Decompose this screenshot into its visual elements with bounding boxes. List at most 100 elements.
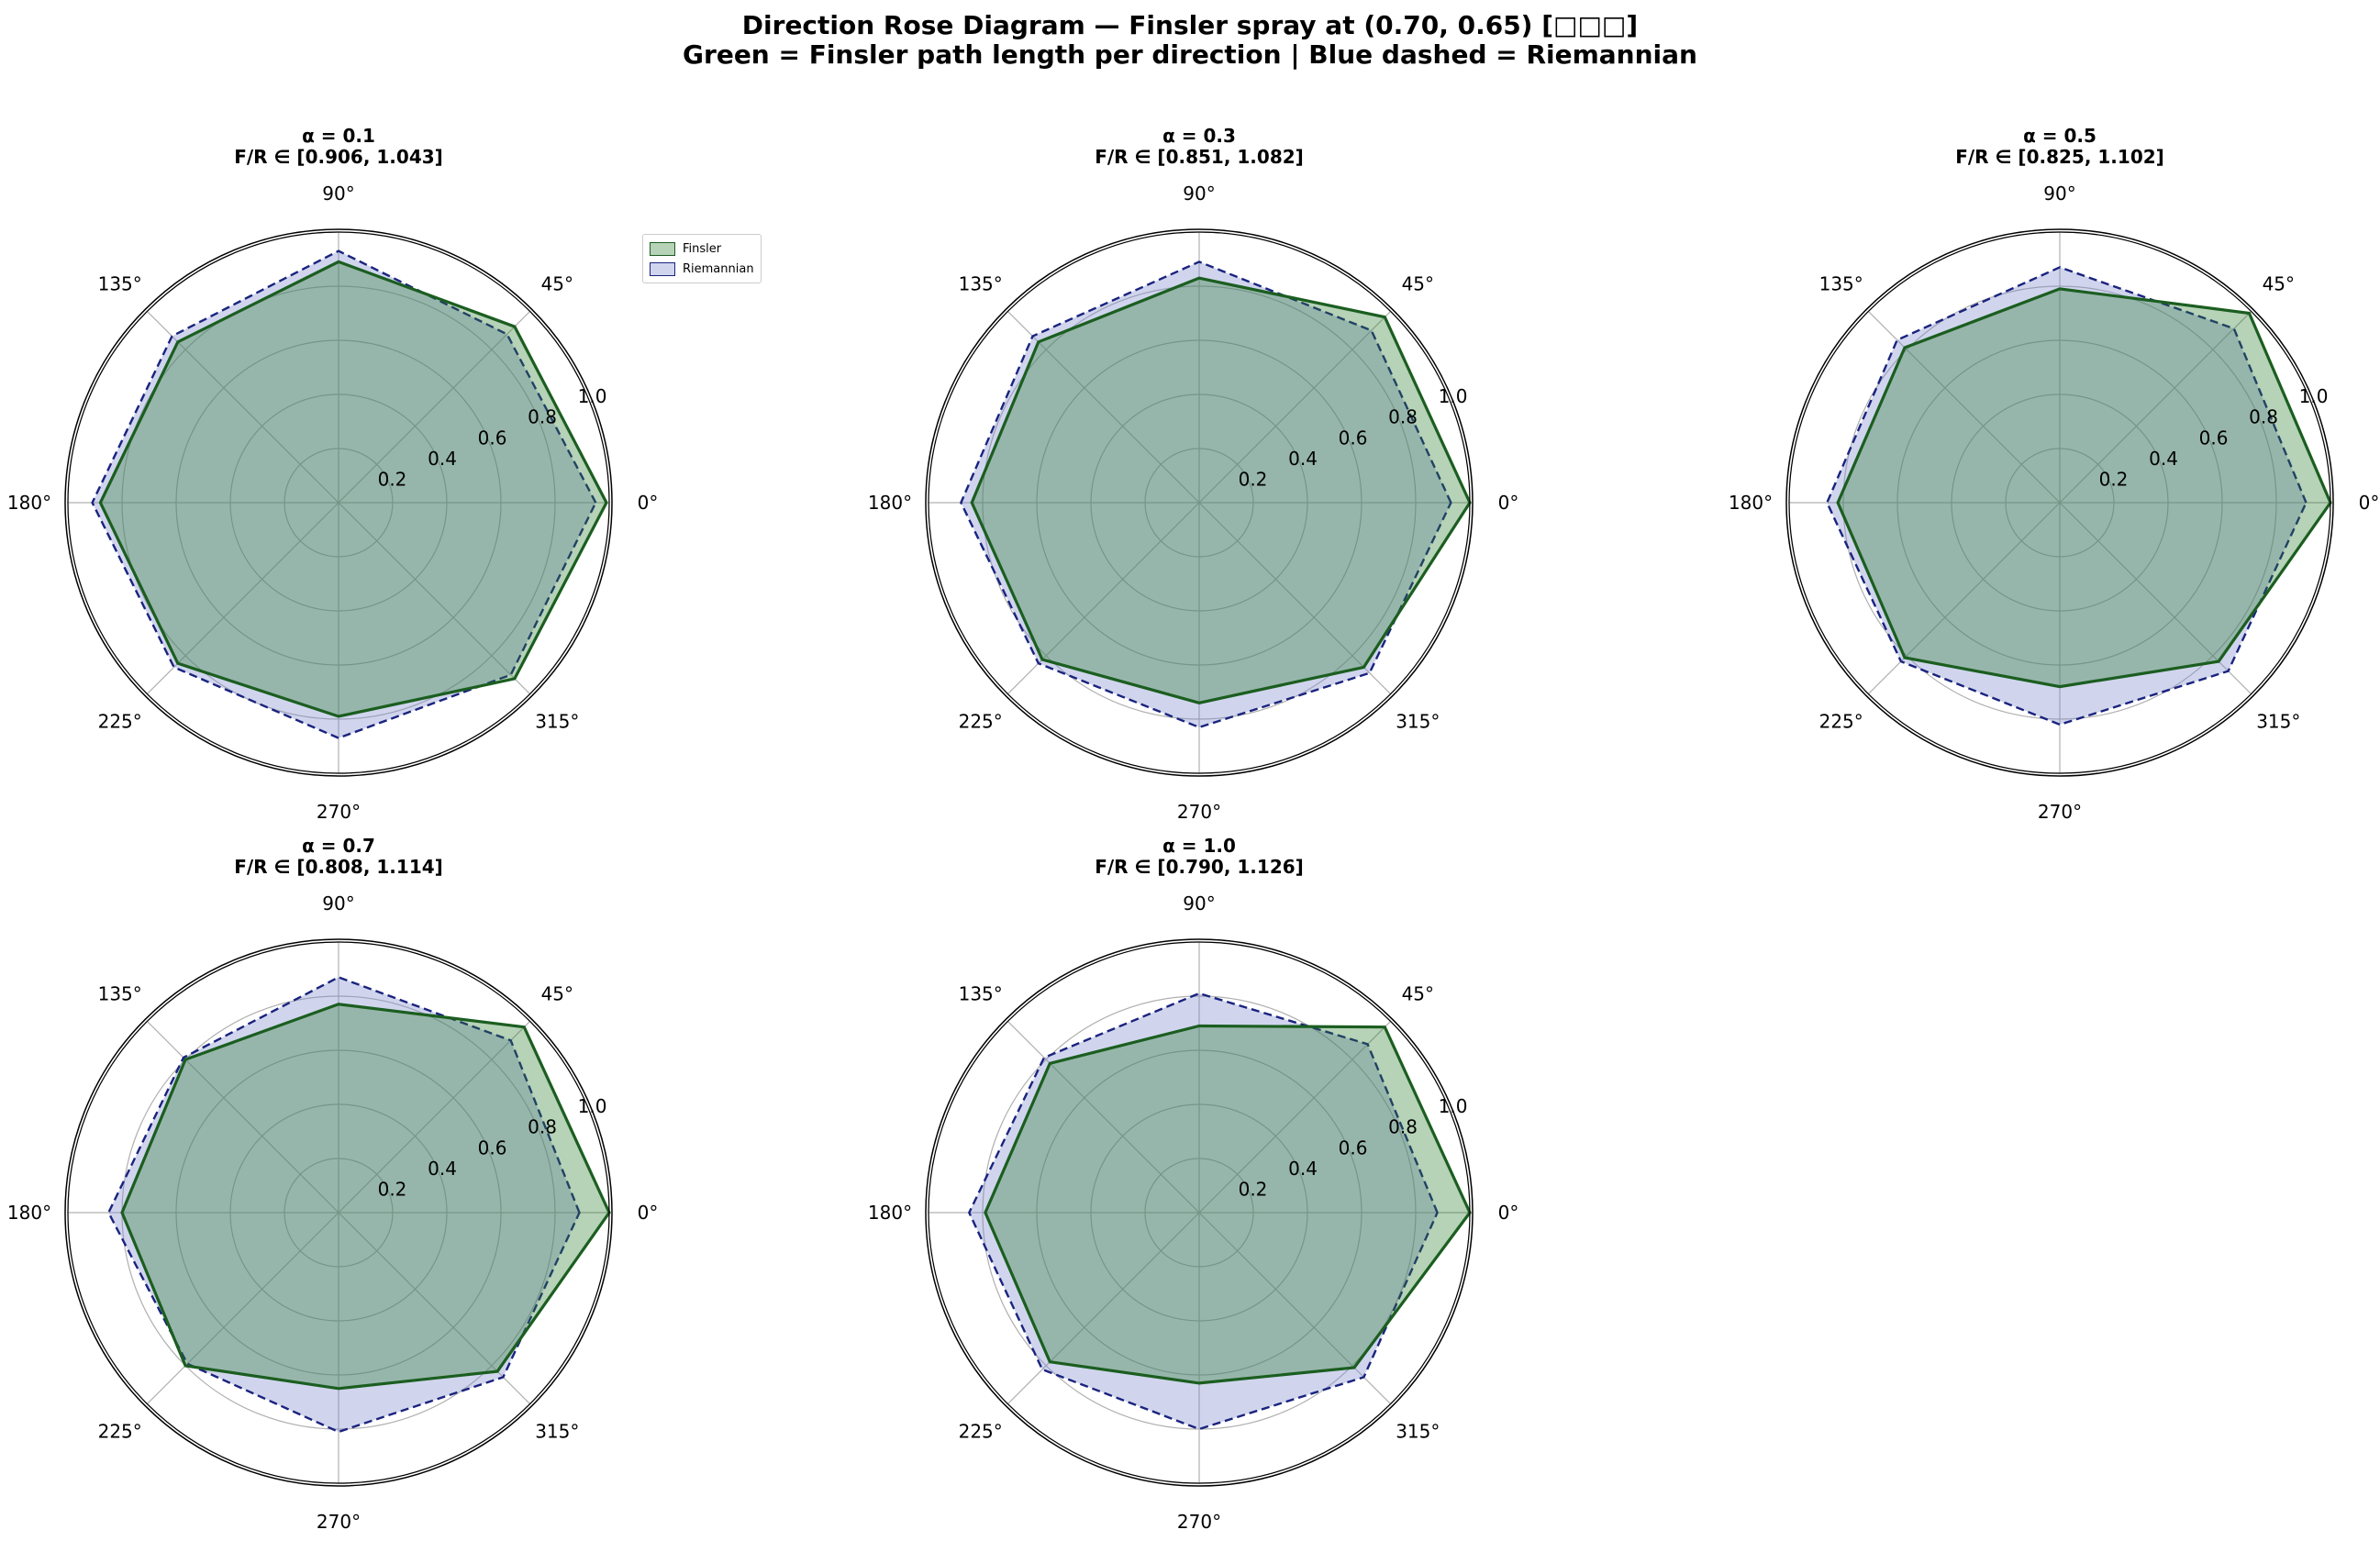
riemannian-series-area	[91, 249, 597, 739]
theta-tick-label: 270°	[317, 1511, 361, 1533]
polar-spine-inner	[928, 231, 1471, 774]
theta-tick-label: 90°	[322, 183, 354, 205]
theta-tick-label: 135°	[98, 983, 142, 1005]
legend: Finsler Riemannian	[642, 234, 762, 283]
polar-spine-inner	[1788, 231, 2331, 774]
theta-tick-label: 225°	[1819, 710, 1863, 732]
subplot-subtitle: F/R ∈ [0.790, 1.126]	[1095, 856, 1304, 878]
r-tick-label: 0.6	[2199, 427, 2229, 449]
subplot-title: α = 0.7	[302, 835, 375, 857]
legend-item-riemannian: Riemannian	[650, 259, 754, 279]
polar-chart: 0° 45° 90° 135° 180° 225° 270° 315° 0.2 0.4 0.6 0.8…	[1729, 183, 2380, 823]
theta-tick-label: 225°	[98, 710, 142, 732]
angular-gridline	[1006, 310, 1200, 504]
r-tick-label: 0.8	[528, 1116, 557, 1138]
figure-subtitle: Green = Finsler path length per directio…	[683, 39, 1697, 70]
angular-gridline	[146, 1020, 339, 1214]
subplot-subtitle: F/R ∈ [0.906, 1.043]	[234, 146, 443, 168]
r-tick-label: 0.8	[1388, 1116, 1418, 1138]
theta-tick-label: 0°	[1498, 492, 1519, 514]
subplot-subtitle: F/R ∈ [0.851, 1.082]	[1095, 146, 1304, 168]
angular-gridline	[1006, 1020, 1200, 1214]
theta-tick-label: 90°	[1183, 183, 1215, 205]
r-tick-label: 0.4	[2149, 448, 2178, 470]
polar-spine-outer	[925, 938, 1474, 1487]
finsler-series-area	[120, 1003, 611, 1391]
subplot-title: α = 0.3	[1162, 125, 1236, 147]
subplot-title: α = 0.1	[302, 125, 375, 147]
theta-tick-label: 225°	[98, 1420, 142, 1442]
angular-gridline	[1006, 1212, 1200, 1405]
rose-subplot-2: α = 0.3 F/R ∈ [0.851, 1.082] 0° 45° 90° 135…	[832, 117, 1566, 842]
legend-swatch-riemannian	[650, 261, 675, 276]
polar-spine-outer	[1785, 228, 2334, 777]
theta-tick-label: 90°	[2043, 183, 2075, 205]
r-tick-label: 0.2	[378, 1178, 407, 1200]
polar-spine-inner	[67, 231, 610, 774]
polar-spine-outer	[925, 228, 1474, 777]
r-tick-label: 0.4	[428, 448, 457, 470]
angular-gridline	[1867, 310, 2061, 504]
theta-tick-label: 135°	[959, 273, 1003, 295]
theta-tick-label: 315°	[2256, 710, 2300, 732]
figure-title: Direction Rose Diagram — Finsler spray a…	[741, 10, 1639, 40]
theta-tick-label: 0°	[2359, 492, 2380, 514]
r-tick-label: 0.8	[528, 406, 557, 428]
rose-subplot-4: α = 0.7 F/R ∈ [0.808, 1.114] 0° 45° 90° 135…	[0, 827, 706, 1552]
theta-tick-label: 270°	[317, 801, 361, 823]
theta-tick-label: 45°	[1402, 273, 1434, 295]
rose-subplot-5: α = 1.0 F/R ∈ [0.790, 1.126] 0° 45° 90° 135…	[832, 827, 1566, 1552]
finsler-series-area	[984, 1024, 1472, 1385]
polar-grid	[928, 941, 1471, 1484]
theta-tick-label: 180°	[7, 1202, 51, 1224]
theta-tick-label: 90°	[1183, 892, 1215, 915]
theta-tick-label: 45°	[541, 983, 573, 1005]
r-tick-label: 0.2	[1239, 468, 1268, 490]
rose-subplot-1: α = 0.1 F/R ∈ [0.906, 1.043] 0° 45° 90° 135…	[0, 117, 706, 842]
r-tick-label: 0.8	[2249, 406, 2278, 428]
legend-item-finsler: Finsler	[650, 238, 754, 259]
angular-gridline	[1198, 502, 1392, 695]
theta-tick-label: 180°	[7, 492, 51, 514]
polar-chart: 0° 45° 90° 135° 180° 225° 270° 315° 0.2 0.4 0.6 0.8…	[7, 183, 659, 823]
r-tick-label: 0.4	[1288, 1158, 1318, 1180]
angular-gridline	[2059, 310, 2252, 504]
polar-spine-outer	[64, 938, 613, 1487]
legend-swatch-finsler	[650, 241, 675, 256]
subplot-subtitle: F/R ∈ [0.808, 1.114]	[234, 856, 443, 878]
theta-tick-label: 225°	[959, 1420, 1003, 1442]
theta-tick-label: 135°	[959, 983, 1003, 1005]
theta-tick-label: 180°	[1729, 492, 1773, 514]
theta-tick-label: 315°	[535, 1420, 579, 1442]
r-tick-label: 0.4	[428, 1158, 457, 1180]
theta-tick-label: 225°	[959, 710, 1003, 732]
rose-subplot-3: α = 0.5 F/R ∈ [0.825, 1.102] 0° 45° 90° 135…	[1693, 117, 2380, 842]
legend-label-finsler: Finsler	[683, 241, 722, 256]
r-tick-label: 1.0	[578, 385, 607, 407]
r-tick-label: 0.8	[1388, 406, 1418, 428]
angular-gridline	[338, 502, 531, 695]
r-tick-label: 0.6	[1339, 1136, 1368, 1158]
angular-gridline	[1198, 1020, 1392, 1214]
polar-chart: 0° 45° 90° 135° 180° 225° 270° 315° 0.2 0.4 0.6 0.8…	[7, 892, 659, 1533]
theta-tick-label: 270°	[1177, 801, 1221, 823]
theta-tick-label: 0°	[638, 492, 659, 514]
theta-tick-label: 0°	[638, 1202, 659, 1224]
angular-gridline	[338, 1020, 531, 1214]
r-tick-label: 0.2	[2099, 468, 2129, 490]
angular-gridline	[146, 1212, 339, 1405]
r-tick-label: 0.6	[1339, 427, 1368, 449]
polar-chart: 0° 45° 90° 135° 180° 225° 270° 315° 0.2 0.4 0.6 0.8…	[868, 892, 1519, 1533]
theta-tick-label: 135°	[1819, 273, 1863, 295]
theta-tick-label: 45°	[541, 273, 573, 295]
angular-gridline	[338, 310, 531, 504]
r-tick-label: 0.6	[478, 1136, 507, 1158]
theta-tick-label: 45°	[1402, 983, 1434, 1005]
r-tick-label: 1.0	[578, 1095, 607, 1117]
theta-tick-label: 315°	[1396, 1420, 1440, 1442]
polar-chart: 0° 45° 90° 135° 180° 225° 270° 315° 0.2 0.4 0.6 0.8…	[868, 183, 1519, 823]
theta-tick-label: 315°	[535, 710, 579, 732]
theta-tick-label: 0°	[1498, 1202, 1519, 1224]
theta-tick-label: 90°	[322, 892, 354, 915]
theta-tick-label: 135°	[98, 273, 142, 295]
